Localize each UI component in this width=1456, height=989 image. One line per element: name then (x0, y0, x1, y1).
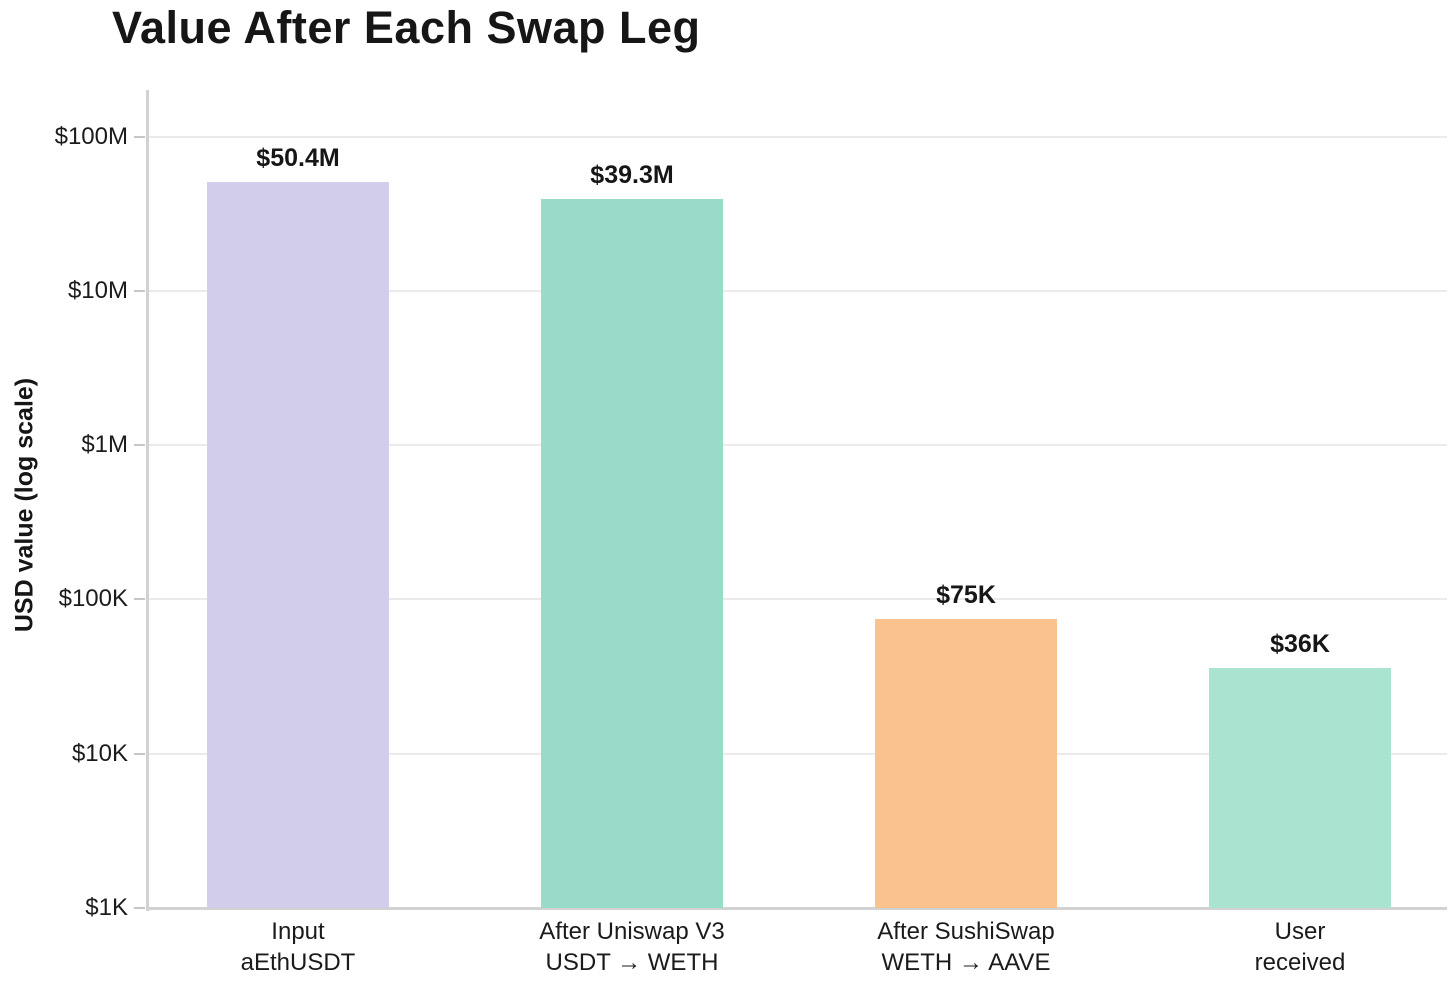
y-tick-mark (134, 135, 145, 138)
y-tick-mark (134, 444, 145, 447)
bar-4 (1209, 667, 1391, 908)
y-tick-label: $100K (58, 585, 128, 613)
bar-category-label: User received (1254, 918, 1346, 976)
y-gridline (148, 135, 1447, 138)
bar-value-label: $50.4M (256, 144, 340, 173)
y-gridline (148, 289, 1447, 292)
bar-category-label: After Uniswap V3 USDT → WETH (539, 918, 725, 976)
y-tick-label: $1M (81, 431, 128, 459)
y-tick-label: $100M (54, 122, 128, 150)
x-axis-line (146, 907, 1447, 910)
y-axis-line (146, 90, 149, 911)
y-tick-label: $10M (67, 276, 128, 304)
y-gridline (148, 598, 1447, 601)
y-tick-label: $10K (71, 739, 128, 767)
bar-2 (541, 199, 723, 908)
chart-title: Value After Each Swap Leg (112, 2, 701, 53)
bar-3 (875, 618, 1057, 908)
bar-category-label: Input aEthUSDT (240, 918, 356, 976)
bar-value-label: $36K (1270, 629, 1330, 658)
bar-category-label: After SushiSwap WETH → AAVE (877, 918, 1055, 976)
y-tick-mark (134, 752, 145, 755)
y-gridline (148, 444, 1447, 447)
y-gridline (148, 752, 1447, 755)
bar-1 (207, 182, 389, 908)
y-tick-mark (134, 598, 145, 601)
y-tick-label: $1K (85, 894, 128, 921)
y-tick-mark (134, 289, 145, 292)
y-tick-mark (134, 907, 145, 909)
bar-value-label: $75K (936, 580, 996, 609)
bar-value-label: $39.3M (590, 161, 674, 190)
